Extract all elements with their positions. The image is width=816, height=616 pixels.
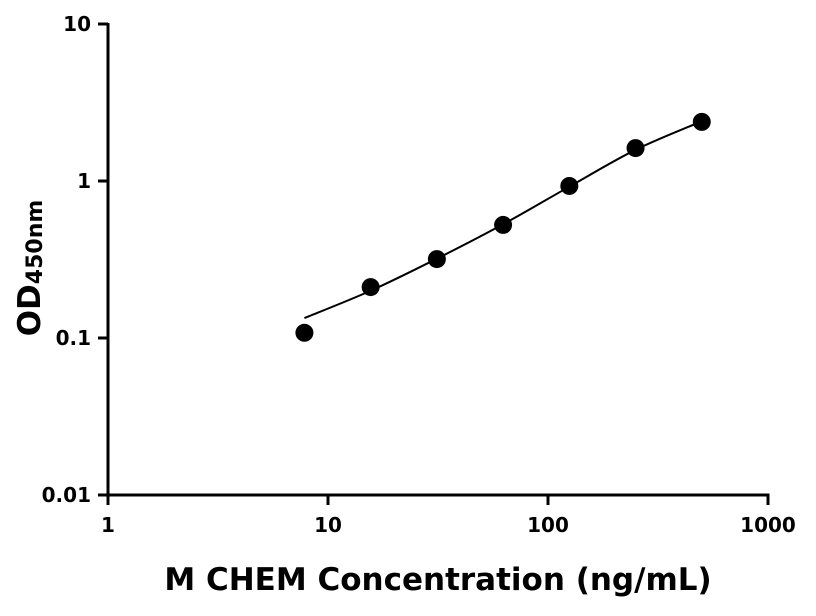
y-tick-label: 0.01 xyxy=(42,483,91,507)
x-axis-label: M CHEM Concentration (ng/mL) xyxy=(164,562,711,598)
data-point xyxy=(427,250,446,269)
y-tick-label: 10 xyxy=(63,12,91,36)
y-axis-label-subscript: 450nm xyxy=(23,200,48,285)
data-point xyxy=(295,323,314,342)
data-point xyxy=(494,215,513,234)
data-point xyxy=(560,176,579,195)
data-point xyxy=(361,278,380,297)
data-points xyxy=(295,112,711,342)
y-axis-label-main: OD xyxy=(12,284,48,336)
x-tick-label: 10 xyxy=(314,513,342,537)
x-tick-label: 1000 xyxy=(740,513,796,537)
y-tick-label: 1 xyxy=(77,169,91,193)
x-tick-label: 100 xyxy=(527,513,569,537)
y-tick-label: 0.1 xyxy=(56,326,91,350)
data-point xyxy=(692,112,711,131)
x-tick-label: 1 xyxy=(101,513,115,537)
data-point xyxy=(626,139,645,158)
y-axis-label: OD450nm xyxy=(12,200,48,337)
axes: 1 10 100 1000 0.01 0.1 1 10 xyxy=(42,12,796,537)
